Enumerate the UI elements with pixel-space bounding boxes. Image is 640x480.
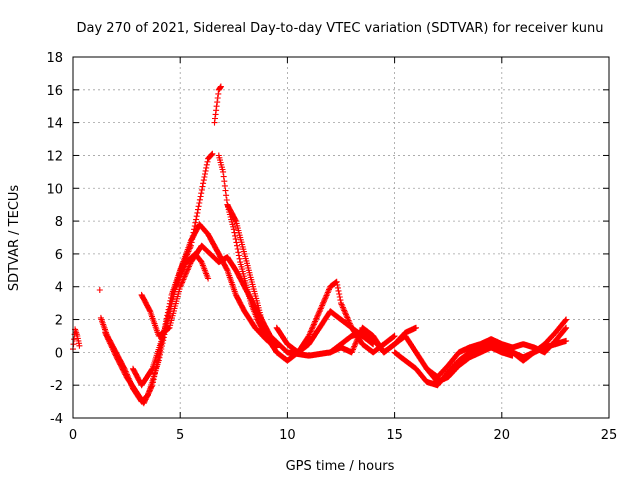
plot-frame: [72, 56, 610, 419]
grid-lines: [73, 57, 609, 418]
y-tick-label: 16: [46, 84, 63, 99]
x-tick-label: 10: [279, 428, 296, 443]
plus-markers: [130, 221, 280, 389]
y-tick-label: 0: [55, 346, 63, 361]
y-tick-label: 10: [46, 182, 63, 197]
axis-ticks: 0 5 10 15 20 25 -4 -2 0 2 4 6 8 10 12 14 16 18: [46, 51, 617, 443]
series-track-j: [327, 324, 419, 356]
y-axis-label: SDTVAR / TECUs: [7, 185, 22, 292]
x-tick-label: 0: [69, 428, 77, 443]
plus-markers: [96, 287, 103, 293]
series-track-peak: [211, 83, 224, 126]
y-tick-label: -2: [50, 379, 63, 394]
series-track-f: [215, 152, 280, 351]
series-track-d: [130, 221, 280, 389]
series-outlier: [96, 287, 103, 293]
y-tick-label: 2: [55, 314, 63, 329]
data-series: [70, 83, 570, 407]
y-tick-label: 18: [46, 51, 63, 66]
y-tick-label: -4: [50, 412, 63, 427]
x-axis-label: GPS time / hours: [286, 459, 395, 474]
x-tick-label: 20: [494, 428, 511, 443]
plus-markers: [211, 83, 224, 126]
plus-markers: [488, 324, 570, 356]
chart-title: Day 270 of 2021, Sidereal Day-to-day VTE…: [77, 21, 604, 36]
x-tick-label: 5: [176, 428, 184, 443]
y-tick-label: 4: [55, 281, 63, 296]
y-tick-label: 14: [46, 117, 63, 132]
x-tick-label: 15: [386, 428, 403, 443]
x-tick-label: 25: [601, 428, 618, 443]
plus-markers: [327, 324, 419, 356]
series-track-a: [70, 326, 83, 353]
y-tick-label: 6: [55, 248, 63, 263]
plus-markers: [70, 326, 83, 353]
y-tick-label: 8: [55, 215, 63, 230]
y-tick-label: 12: [46, 149, 63, 164]
plus-markers: [215, 152, 280, 351]
series-track-m: [488, 324, 570, 356]
